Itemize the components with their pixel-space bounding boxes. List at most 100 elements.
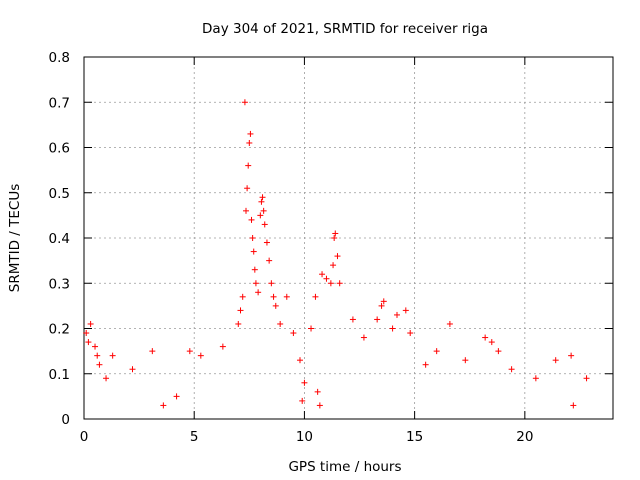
data-point (129, 366, 136, 373)
data-point (247, 130, 254, 137)
y-tick-label: 0.7 (49, 95, 70, 111)
data-point (259, 194, 266, 201)
data-point (266, 257, 273, 264)
y-tick-label: 0.4 (49, 231, 70, 247)
data-markers (83, 99, 590, 409)
data-point (330, 262, 337, 269)
y-tick-label: 0 (61, 412, 70, 428)
data-point (92, 343, 99, 350)
data-point (244, 185, 251, 192)
data-point (268, 280, 275, 287)
data-point (94, 352, 101, 359)
data-point (334, 253, 341, 260)
data-point (251, 266, 258, 273)
data-point (96, 361, 103, 368)
x-tick-label: 0 (80, 429, 89, 445)
data-point (319, 271, 326, 278)
data-point (249, 235, 256, 241)
data-point (360, 334, 367, 341)
data-point (336, 280, 343, 287)
data-point (272, 302, 279, 309)
data-point (462, 357, 469, 364)
data-point (532, 375, 539, 382)
data-point (246, 139, 253, 146)
data-point (173, 393, 180, 400)
x-tick-label: 10 (296, 429, 313, 445)
data-point (103, 375, 110, 382)
data-point (186, 348, 193, 355)
data-point (235, 320, 242, 327)
x-axis-label: GPS time / hours (288, 459, 401, 475)
data-point (482, 334, 489, 341)
data-point (255, 289, 262, 296)
data-point (378, 302, 385, 309)
data-point (407, 330, 414, 337)
data-point (248, 216, 255, 223)
data-point (283, 293, 290, 300)
data-point (433, 348, 440, 355)
y-tick-label: 0.1 (49, 367, 70, 383)
data-point (219, 343, 226, 350)
data-point (263, 239, 270, 246)
data-point (239, 293, 246, 300)
data-point (327, 280, 334, 287)
data-point (109, 352, 116, 359)
data-point (495, 348, 502, 355)
data-point (290, 330, 297, 337)
data-point (570, 402, 577, 409)
data-point (83, 330, 90, 337)
data-point (402, 307, 409, 314)
data-point (316, 402, 323, 409)
data-point (245, 162, 252, 169)
grid-lines (84, 57, 613, 419)
data-point (160, 402, 167, 409)
y-tick-label: 0.5 (49, 186, 70, 202)
data-point (568, 352, 575, 359)
data-point (87, 320, 94, 327)
data-point (488, 339, 495, 346)
y-tick-label: 0.3 (49, 276, 70, 292)
data-point (301, 379, 308, 386)
chart-title: Day 304 of 2021, SRMTID for receiver rig… (202, 21, 488, 37)
data-point (323, 275, 330, 282)
data-point (197, 352, 204, 359)
data-point (277, 320, 284, 327)
data-point (349, 316, 356, 323)
data-point (297, 357, 304, 364)
y-tick-label: 0.6 (49, 141, 70, 157)
data-point (583, 375, 590, 382)
data-point (314, 388, 321, 395)
data-point (552, 357, 559, 364)
data-point (299, 397, 306, 404)
data-point (393, 311, 400, 318)
data-point (261, 221, 268, 228)
data-point (380, 298, 387, 305)
y-tick-label: 0.2 (49, 322, 70, 338)
x-axis: 0 5 10 15 20 (80, 57, 533, 445)
data-point (270, 293, 277, 300)
data-point (257, 212, 264, 219)
data-point (331, 235, 338, 241)
data-point (422, 361, 429, 368)
data-point (332, 230, 339, 237)
data-point (312, 293, 319, 300)
x-tick-label: 5 (190, 429, 199, 445)
data-point (446, 320, 453, 327)
data-point (85, 339, 92, 346)
data-point (250, 248, 257, 255)
data-point (258, 198, 265, 205)
data-point (260, 207, 267, 214)
data-point (374, 316, 381, 323)
data-point (243, 207, 250, 214)
data-point (241, 99, 248, 106)
data-point (237, 307, 244, 314)
y-axis: 0 0.1 0.2 0.3 0.4 0.5 0.6 0.7 0.8 (49, 50, 613, 428)
x-tick-label: 15 (406, 429, 423, 445)
data-point (149, 348, 156, 355)
y-axis-label: SRMTID / TECUs (7, 184, 23, 292)
data-point (308, 325, 315, 332)
data-point (508, 366, 515, 373)
data-point (389, 325, 396, 332)
